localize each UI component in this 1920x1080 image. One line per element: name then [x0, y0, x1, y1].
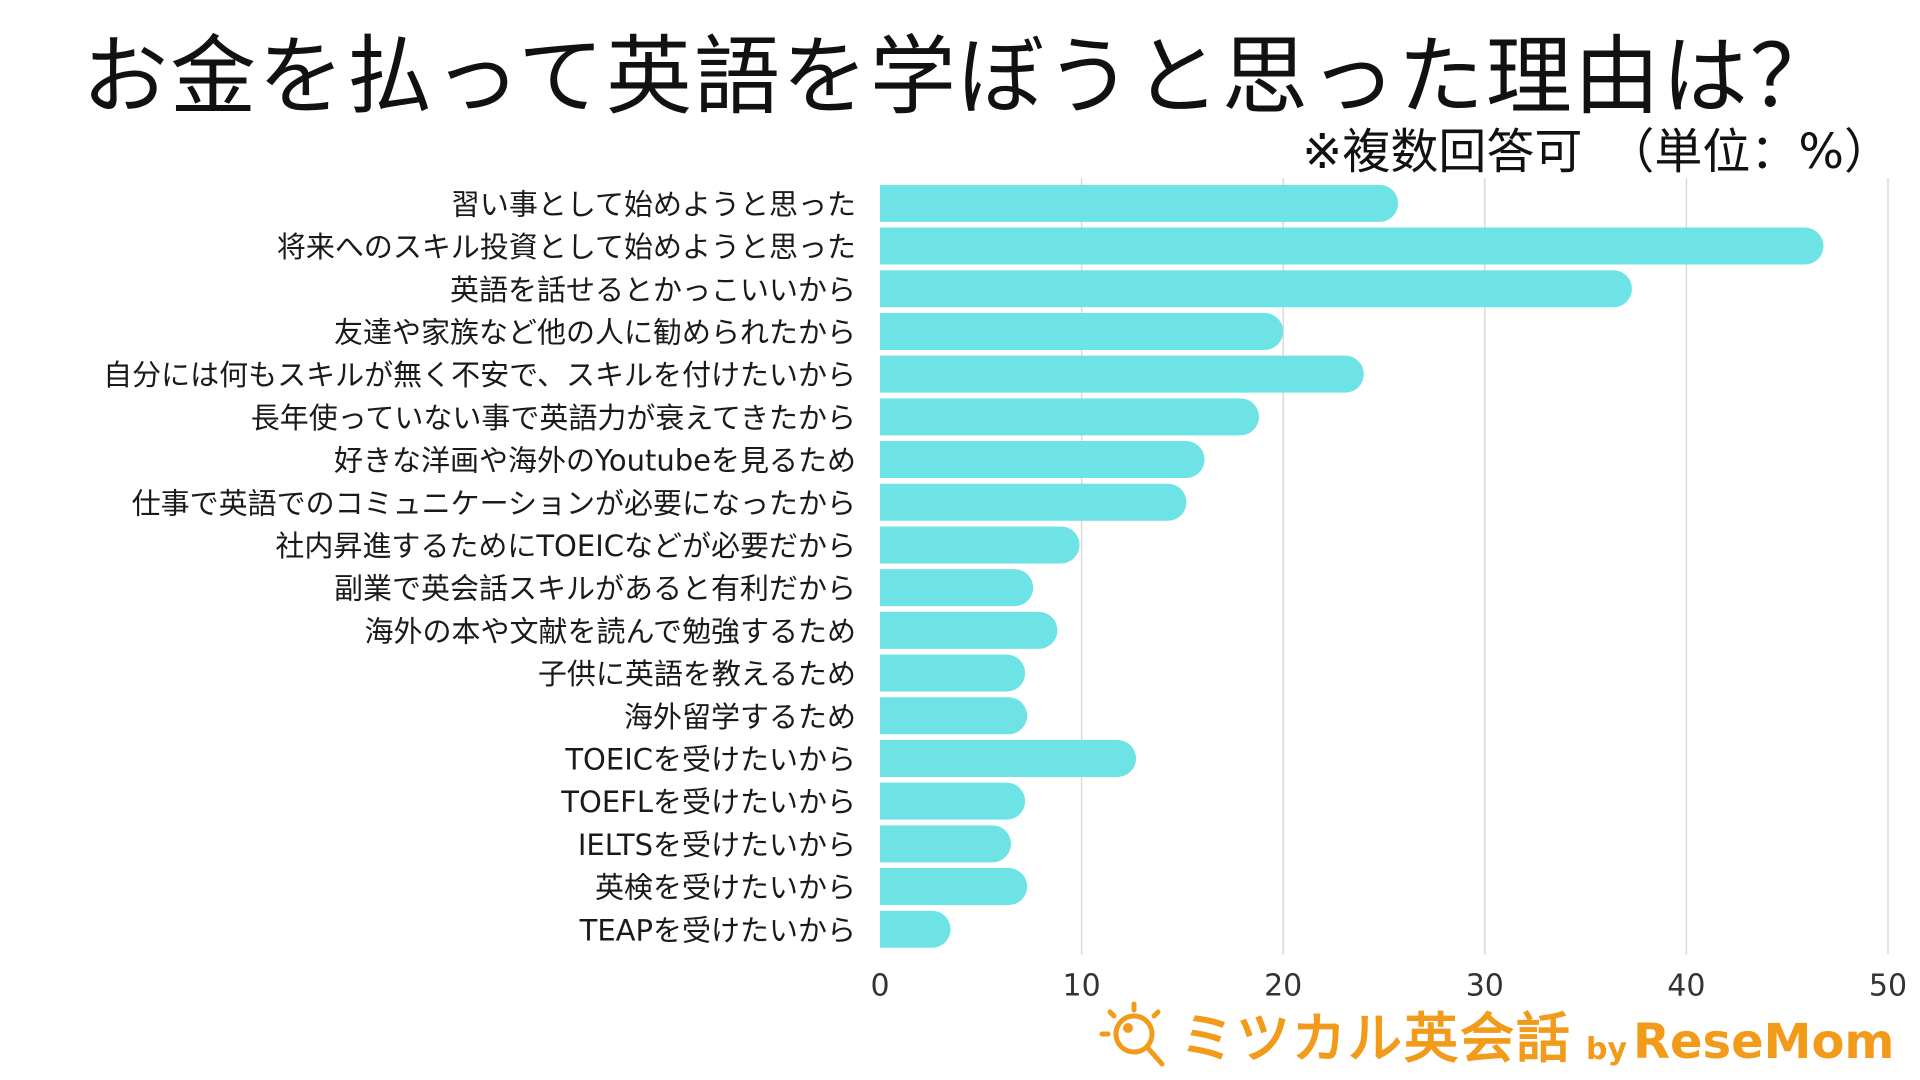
bar — [880, 611, 1058, 649]
bar — [880, 654, 1026, 692]
category-label: 英語を話せるとかっこいいから — [450, 273, 856, 307]
grid-lines — [1080, 178, 1889, 955]
logo-name: ミツカル英会話 — [1180, 1007, 1572, 1070]
bar — [880, 398, 1260, 436]
category-label: 友達や家族など他の人に勧められたから — [334, 315, 856, 349]
brand-logo: ミツカル英会話 by ReseMom — [1098, 998, 1894, 1074]
category-label: 将来へのスキル投資として始めようと思った — [277, 230, 856, 264]
category-label: 海外留学するため — [624, 700, 856, 734]
category-label: 好きな洋画や海外のYoutubeを見るため — [334, 444, 856, 478]
x-tick-label: 30 — [1466, 969, 1504, 1004]
bar — [880, 868, 1028, 906]
bar — [880, 739, 1137, 777]
category-label: 自分には何もスキルが無く不安で、スキルを付けたいから — [103, 358, 856, 392]
category-labels: 習い事として始めようと思った将来へのスキル投資として始めようと思った英語を話せる… — [103, 187, 856, 947]
logo-brand: ReseMom — [1633, 1014, 1895, 1070]
bar — [880, 825, 1012, 863]
category-label: 子供に英語を教えるため — [538, 657, 856, 691]
x-tick-label: 40 — [1667, 969, 1705, 1004]
category-label: TEAPを受けたいから — [579, 913, 856, 947]
x-tick-label: 20 — [1264, 969, 1302, 1004]
category-label: 長年使っていない事で英語力が衰えてきたから — [251, 401, 856, 435]
category-label: TOEICを受けたいから — [564, 742, 856, 776]
category-label: 習い事として始めようと思った — [451, 187, 856, 221]
category-label: 海外の本や文献を読んで勉強するため — [364, 614, 856, 648]
bar — [880, 441, 1205, 479]
bar — [880, 270, 1632, 308]
bar — [880, 483, 1187, 521]
category-label: 副業で英会話スキルがあると有利だから — [334, 572, 856, 606]
chart-subtitle: ※複数回答可 （単位：%） — [1302, 124, 1892, 180]
x-tick-label: 0 — [870, 969, 889, 1004]
x-tick-label: 10 — [1063, 969, 1101, 1004]
category-label: IELTSを受けたいから — [578, 828, 856, 862]
magnifier-sun-icon — [1099, 1001, 1165, 1067]
bars — [880, 184, 1824, 948]
bar — [880, 569, 1034, 607]
bar — [880, 782, 1026, 820]
bar — [880, 910, 951, 948]
chart-title: お金を払って英語を学ぼうと思った理由は？ — [82, 27, 1838, 127]
bar — [880, 312, 1284, 350]
bar — [880, 184, 1399, 222]
category-label: 仕事で英語でのコミュニケーションが必要になったから — [132, 486, 856, 520]
bar — [880, 227, 1824, 265]
x-axis-ticks: 0 10 20 30 40 50 — [870, 969, 1907, 1004]
category-label: 英検を受けたいから — [595, 871, 856, 905]
category-label: 社内昇進するためにTOEICなどが必要だから — [275, 529, 856, 563]
category-label: TOEFLを受けたいから — [560, 785, 856, 819]
x-tick-label: 50 — [1869, 969, 1907, 1004]
bar — [880, 355, 1364, 393]
logo-by: by — [1586, 1032, 1628, 1067]
bar — [880, 697, 1028, 735]
bar — [880, 526, 1080, 564]
